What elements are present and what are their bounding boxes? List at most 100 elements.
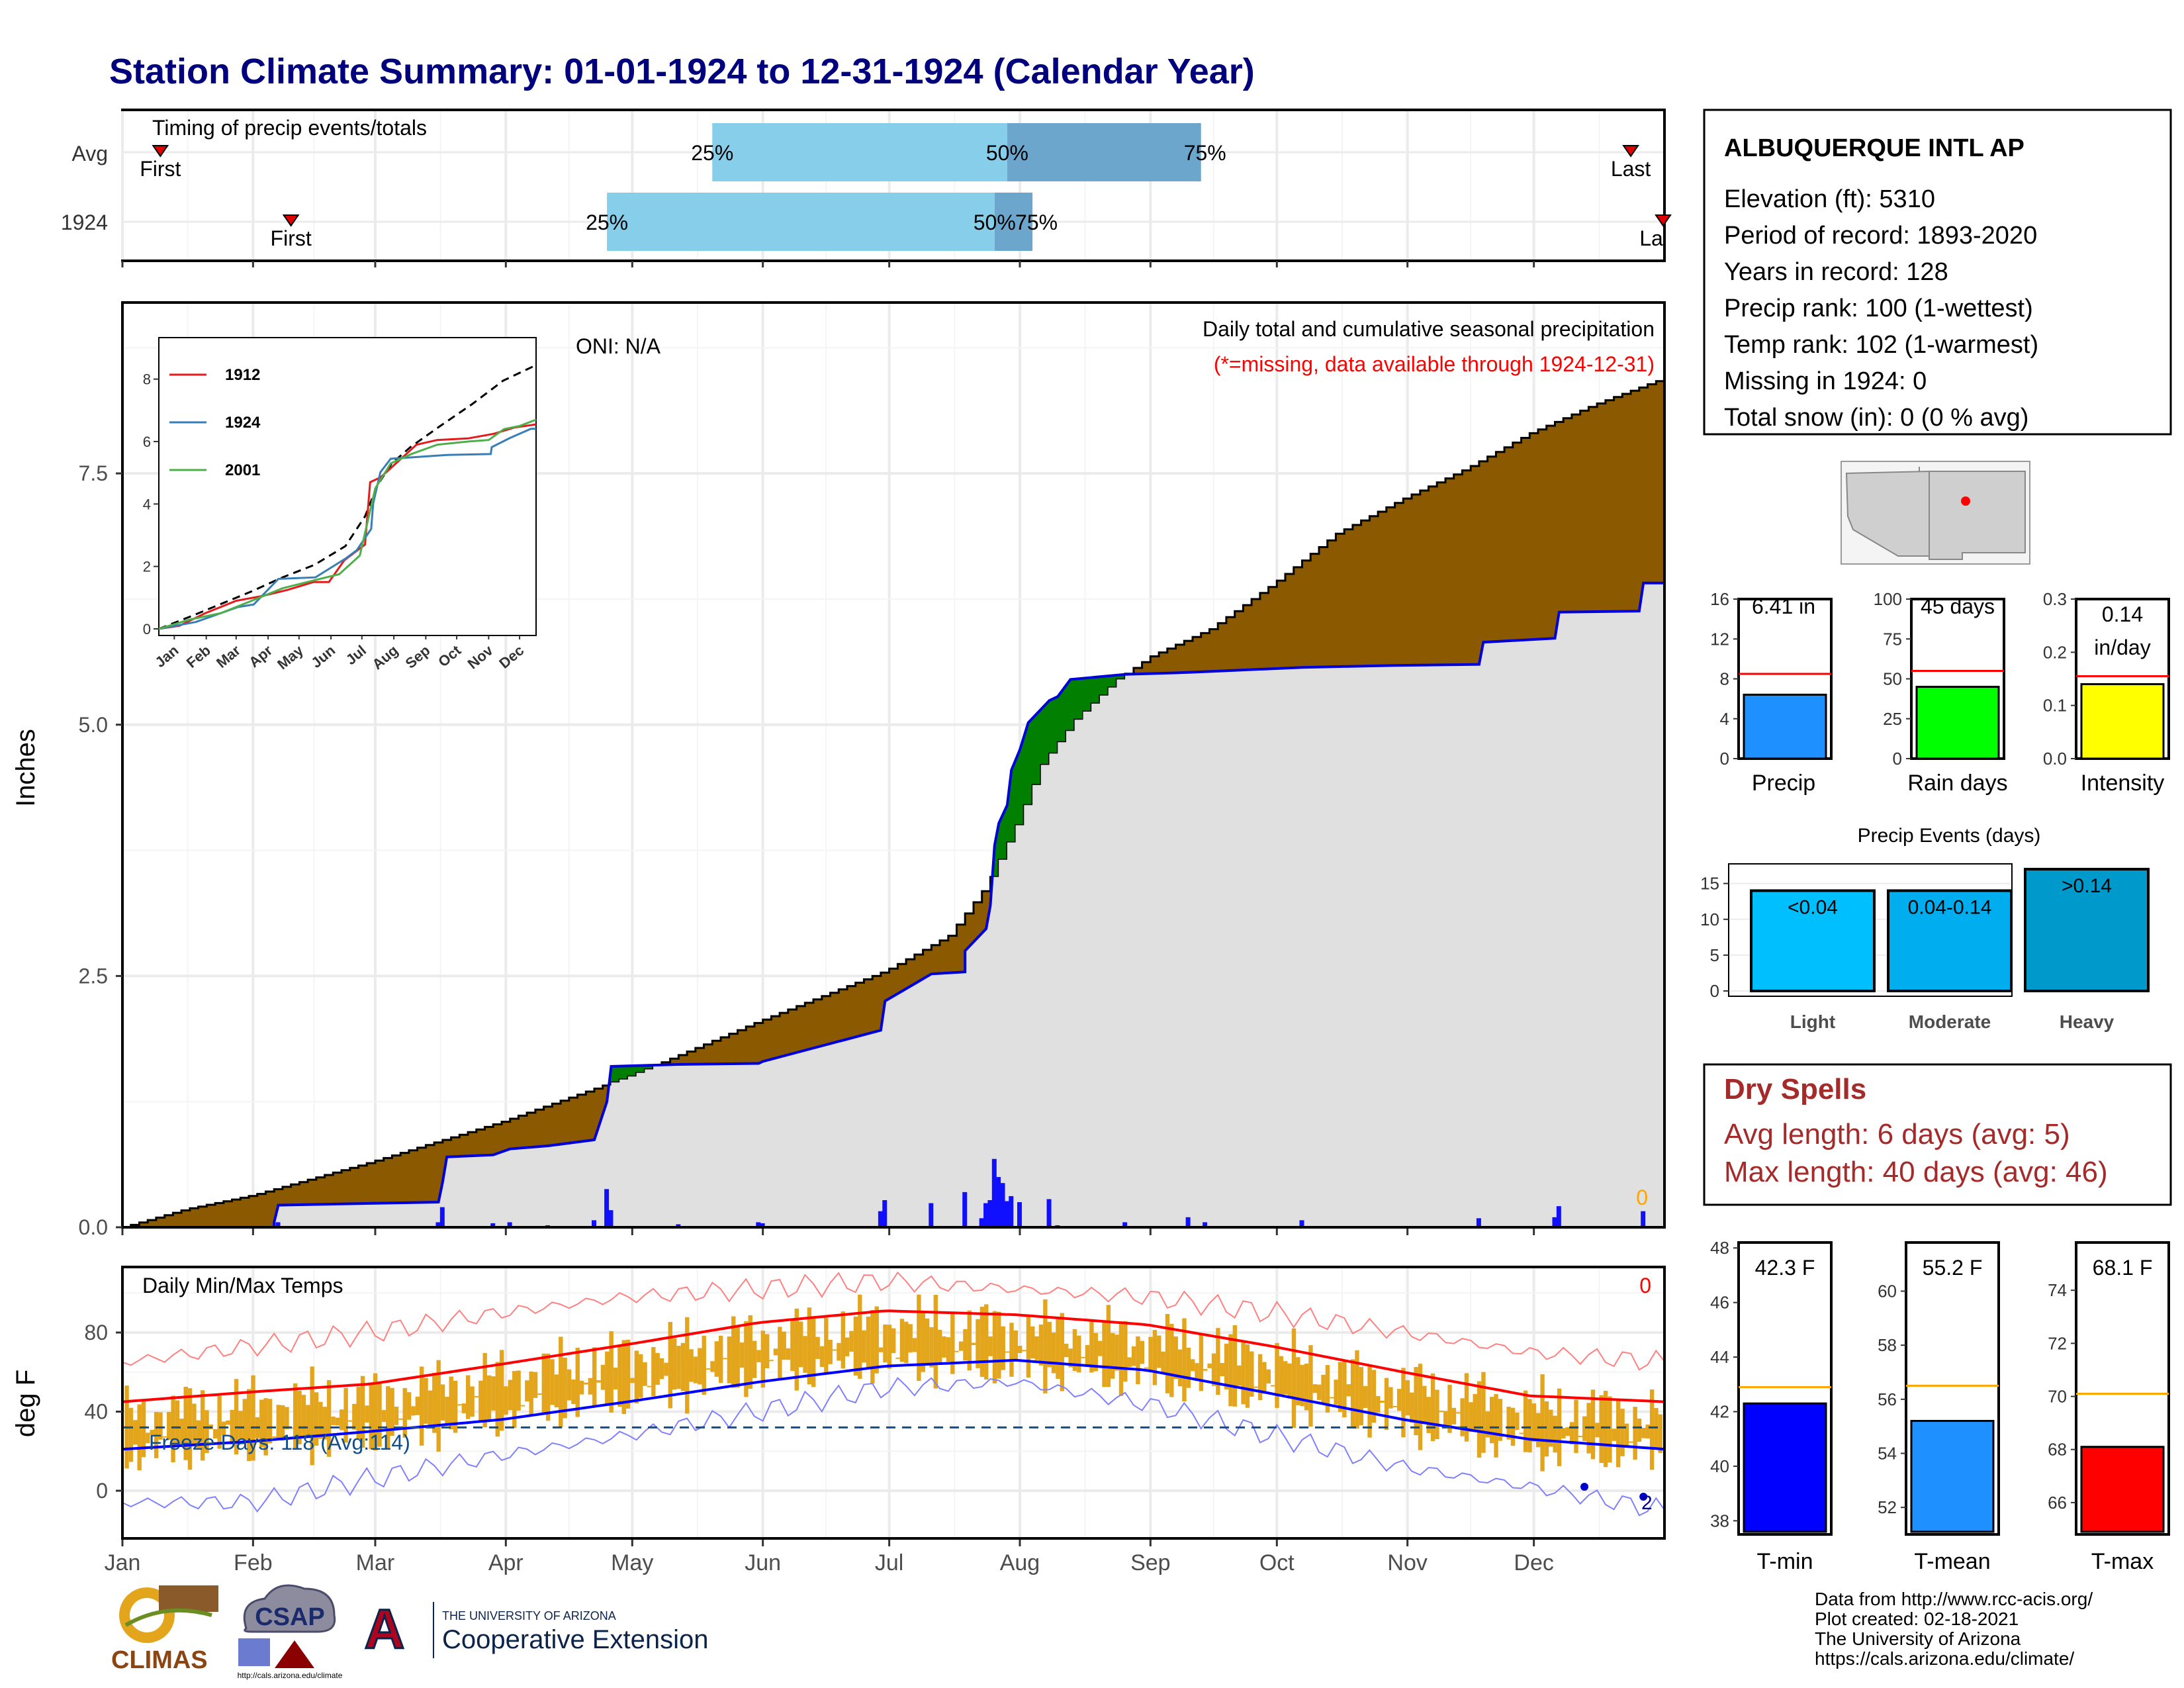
station-missing: Missing in 1924: 0 bbox=[1724, 367, 1927, 395]
temp-ytick-label: 80 bbox=[84, 1321, 108, 1344]
daily-temp-bar bbox=[790, 1320, 795, 1372]
inset-ytick-label: 2 bbox=[143, 559, 151, 575]
daily-temp-bar bbox=[786, 1348, 791, 1360]
daily-precip-bar bbox=[604, 1189, 610, 1227]
daily-temp-bar bbox=[238, 1411, 243, 1439]
timing-q50-75-bar bbox=[994, 193, 1033, 251]
daily-temp-bar bbox=[1068, 1348, 1073, 1368]
daily-temp-bar bbox=[579, 1380, 584, 1395]
precip-mini-bar bbox=[1743, 693, 1827, 760]
page-title: Station Climate Summary: 01-01-1924 to 1… bbox=[109, 52, 1255, 91]
climas-logo: CLIMAS bbox=[111, 1585, 218, 1674]
daily-temp-bar bbox=[613, 1368, 618, 1390]
daily-temp-bar bbox=[217, 1395, 222, 1449]
daily-temp-bar bbox=[1186, 1347, 1191, 1388]
daily-temp-bar bbox=[921, 1311, 925, 1372]
daily-temp-bar bbox=[837, 1342, 841, 1361]
daily-temp-bar bbox=[718, 1335, 723, 1383]
normal-max-line bbox=[122, 1309, 1665, 1403]
daily-temp-bar bbox=[1182, 1318, 1187, 1402]
daily-temp-bar bbox=[841, 1311, 846, 1369]
daily-temp-bar bbox=[887, 1325, 892, 1369]
event-category-label: Light bbox=[1790, 1011, 1835, 1032]
daily-temp-bar bbox=[419, 1366, 424, 1446]
station-elevation: Elevation (ft): 5310 bbox=[1724, 185, 1935, 213]
locator-map bbox=[1841, 461, 2030, 565]
daily-temp-bar bbox=[1338, 1362, 1343, 1412]
daily-temp-bar bbox=[137, 1404, 142, 1471]
daily-temp-bar bbox=[373, 1373, 378, 1451]
daily-temp-bar bbox=[976, 1319, 980, 1368]
raindays-mini-ytick-label: 25 bbox=[1883, 709, 1902, 729]
daily-temp-bar bbox=[676, 1346, 681, 1389]
daily-temp-bar bbox=[588, 1378, 593, 1395]
daily-temp-bar bbox=[213, 1429, 218, 1438]
daily-temp-bar bbox=[617, 1345, 622, 1407]
daily-temp-bar bbox=[411, 1406, 416, 1416]
daily-precip-bar bbox=[435, 1222, 441, 1227]
daily-temp-bar bbox=[440, 1384, 445, 1421]
daily-temp-bar bbox=[874, 1306, 879, 1374]
daily-temp-bar bbox=[1312, 1384, 1318, 1393]
daily-temp-bar bbox=[1477, 1381, 1482, 1458]
daily-temp-bar bbox=[1633, 1407, 1637, 1460]
daily-temp-bar bbox=[187, 1388, 193, 1470]
daily-temp-bar bbox=[445, 1397, 449, 1425]
daily-temp-bar bbox=[811, 1317, 816, 1387]
daily-temp-bar bbox=[1140, 1340, 1145, 1364]
precip-events-chart: Precip Events (days) 0 5 10 15 <0.04 Light 0.0… bbox=[1700, 825, 2150, 1032]
daily-temp-bar bbox=[1296, 1357, 1300, 1405]
daily-temp-bar bbox=[1030, 1326, 1035, 1359]
cold-mark-label: 2 bbox=[1641, 1492, 1653, 1514]
timing-q25-50-bar bbox=[607, 193, 995, 251]
daily-temp-bar bbox=[1624, 1423, 1629, 1446]
daily-temp-bar bbox=[1330, 1397, 1334, 1399]
daily-temp-bar bbox=[844, 1337, 850, 1356]
daily-temp-bar bbox=[778, 1327, 782, 1381]
events-ytick-label: 5 bbox=[1710, 945, 1719, 965]
credits-line-2: Plot created: 02-18-2021 bbox=[1815, 1609, 2019, 1629]
daily-temp-bar bbox=[1443, 1411, 1448, 1428]
daily-temp-bar bbox=[992, 1311, 997, 1383]
station-temp-rank: Temp rank: 102 (1-warmest) bbox=[1724, 331, 2038, 359]
daily-temp-bar bbox=[1334, 1380, 1338, 1405]
daily-temp-bar bbox=[1531, 1403, 1537, 1442]
timing-q25-50-bar bbox=[712, 123, 1007, 181]
daily-temp-bar bbox=[967, 1310, 972, 1371]
daily-temp-bar bbox=[769, 1360, 774, 1362]
daily-precip-bar bbox=[608, 1210, 614, 1227]
timing-first-marker bbox=[152, 145, 169, 158]
daily-precip-bar bbox=[1122, 1222, 1128, 1227]
daily-temp-bar bbox=[398, 1418, 403, 1420]
daily-temp-bar bbox=[705, 1368, 711, 1370]
daily-temp-bar bbox=[1199, 1334, 1204, 1391]
daily-temp-bar bbox=[1038, 1324, 1044, 1366]
daily-temp-bar bbox=[1515, 1412, 1520, 1430]
daily-temp-bar bbox=[1111, 1333, 1115, 1379]
daily-precip-bar bbox=[1017, 1202, 1022, 1227]
daily-temp-bar bbox=[322, 1407, 327, 1440]
daily-temp-bar bbox=[457, 1404, 462, 1406]
daily-temp-bar bbox=[828, 1340, 833, 1364]
daily-temp-bar bbox=[1418, 1364, 1423, 1450]
daily-precip-bar bbox=[275, 1222, 281, 1227]
credits: Data from http://www.rcc-acis.org/ Plot … bbox=[1815, 1589, 2093, 1669]
oni-label: ONI: N/A bbox=[576, 334, 661, 358]
daily-temp-bar bbox=[525, 1380, 529, 1402]
mini-raindays-chart: 0 25 50 75 100 45 days Rain days bbox=[1874, 589, 2008, 796]
precip-mini-ytick-label: 0 bbox=[1720, 749, 1729, 769]
daily-temp-bar bbox=[1017, 1346, 1023, 1353]
daily-temp-bar bbox=[1085, 1344, 1090, 1367]
inset-series-1912 bbox=[158, 423, 537, 630]
daily-temp-bar bbox=[1228, 1334, 1233, 1407]
daily-temp-bar bbox=[1283, 1361, 1288, 1395]
daily-temp-bar bbox=[1279, 1356, 1284, 1397]
daily-precip-bar bbox=[1046, 1199, 1052, 1227]
daily-temp-bar bbox=[242, 1399, 248, 1442]
record-max-line bbox=[122, 1271, 1665, 1371]
daily-temp-bar bbox=[478, 1380, 483, 1422]
daily-temp-bar bbox=[1346, 1384, 1351, 1397]
daily-temp-bar bbox=[735, 1325, 740, 1388]
intensity-mini-xlabel: Intensity bbox=[2081, 771, 2165, 796]
daily-temp-bar bbox=[858, 1294, 862, 1379]
